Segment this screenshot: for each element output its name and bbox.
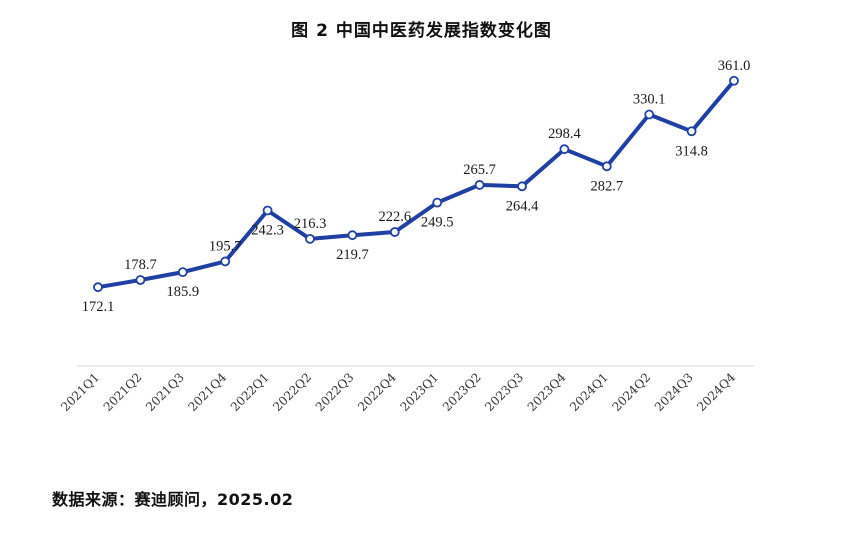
series-line: [96, 78, 736, 290]
x-tick-label-2024q1: 2024Q1: [567, 370, 611, 414]
data-label-2022q2: 216.3: [294, 216, 327, 232]
data-label-2022q3: 219.7: [336, 247, 369, 263]
x-tick-label-2024q4: 2024Q4: [694, 370, 738, 414]
x-tick-label-2023q3: 2023Q3: [482, 370, 526, 414]
data-label-2023q2: 265.7: [463, 162, 496, 178]
x-tick-label-2021q4: 2021Q4: [185, 370, 229, 414]
data-label-2024q3: 314.8: [675, 143, 708, 159]
data-point-2022q4: [389, 227, 400, 237]
chart-title: 图 2 中国中医药发展指数变化图: [291, 21, 552, 41]
data-label-2024q1: 282.7: [590, 178, 623, 194]
data-label-2024q2: 330.1: [633, 92, 666, 108]
x-tick-label-2021q2: 2021Q2: [101, 370, 145, 414]
data-label-2021q2: 178.7: [124, 257, 157, 273]
data-point-2024q1: [601, 161, 612, 172]
x-tick-label-2023q4: 2023Q4: [525, 370, 569, 414]
data-point-2023q4: [559, 144, 570, 155]
x-tick-label-2023q2: 2023Q2: [440, 370, 484, 414]
data-label-2023q4: 298.4: [548, 126, 581, 142]
data-point-2023q3: [517, 181, 527, 192]
data-point-2023q2: [474, 180, 485, 190]
data-label-2022q1: 242.3: [251, 222, 284, 238]
data-label-2021q3: 185.9: [166, 284, 199, 300]
x-tick-label-2022q3: 2022Q3: [313, 370, 357, 414]
data-point-2021q2: [135, 275, 146, 285]
data-point-2022q3: [347, 230, 358, 241]
data-point-2024q3: [686, 126, 697, 137]
data-label-2022q4: 222.6: [378, 209, 411, 225]
data-point-2021q4: [220, 256, 231, 267]
x-tick-label-2022q2: 2022Q2: [270, 370, 314, 414]
data-label-2021q1: 172.1: [82, 299, 115, 315]
data-label-2024q4: 361.0: [718, 58, 751, 74]
data-point-2022q2: [305, 234, 315, 244]
x-tick-label-2022q1: 2022Q1: [228, 370, 272, 414]
data-label-2021q4: 195.7: [209, 238, 242, 254]
x-tick-label-2024q3: 2024Q3: [652, 370, 696, 414]
x-tick-label-2024q2: 2024Q2: [609, 370, 653, 414]
data-point-2024q4: [729, 75, 739, 86]
source-note: 数据来源：赛迪顾问，2025.02: [52, 490, 294, 509]
data-label-2023q3: 264.4: [506, 198, 539, 214]
x-tick-label-2021q1: 2021Q1: [58, 370, 102, 414]
data-point-2021q1: [93, 282, 103, 293]
x-tick-label-2021q3: 2021Q3: [143, 370, 187, 414]
data-label-2023q1: 249.5: [421, 215, 454, 231]
x-tick-label-2022q4: 2022Q4: [355, 370, 399, 414]
data-point-2024q2: [644, 109, 655, 120]
data-point-2022q1: [262, 205, 273, 216]
data-point-2021q3: [177, 267, 188, 278]
line-chart: 172.1 178.7 185.9 195.7 242.3 216.3 219.7 222.6…: [58, 58, 754, 414]
x-tick-label-2023q1: 2023Q1: [397, 370, 441, 414]
data-point-2023q1: [432, 197, 443, 208]
